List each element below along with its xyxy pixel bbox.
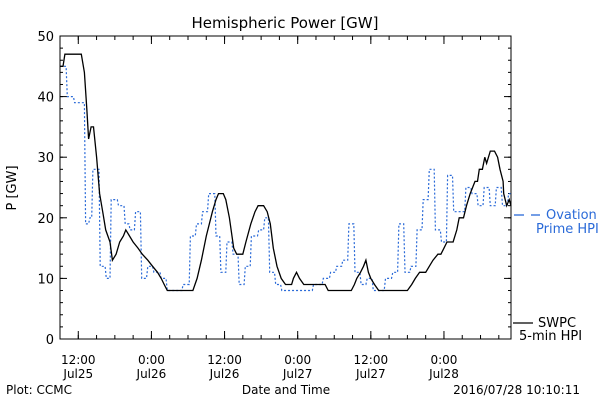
chart-title: Hemispheric Power [GW] [192, 14, 379, 32]
x-tick-label-date: Jul25 [62, 367, 93, 381]
x-tick-label-date: Jul26 [209, 367, 240, 381]
plot-area [59, 35, 512, 340]
x-tick-label-time: 12:00 [207, 353, 242, 367]
x-tick-label-date: Jul27 [355, 367, 386, 381]
y-tick-label: 10 [37, 272, 54, 287]
x-tick-label-time: 12:00 [354, 353, 389, 367]
swpc-5-min-hpi-line [60, 53, 512, 292]
x-axis-label: Date and Time [242, 383, 330, 397]
ovation-legend-label: Ovation [546, 208, 597, 223]
swpc-legend-label-2: 5-min HPI [519, 329, 582, 344]
x-tick-label-time: 0:00 [284, 353, 311, 367]
x-tick-label-date: Jul26 [136, 367, 167, 381]
y-tick-label: 40 [37, 91, 54, 106]
ovation-prime-hpi-line [60, 65, 511, 292]
series-layer [60, 53, 512, 292]
y-axis-label: P [GW] [5, 165, 20, 210]
x-tick-label-time: 0:00 [138, 353, 165, 367]
y-tick-label: 0 [46, 333, 54, 348]
y-tick-label: 30 [37, 151, 54, 166]
plot-credit: Plot: CCMC [6, 383, 72, 397]
x-tick-label-date: Jul28 [428, 367, 459, 381]
swpc-legend-label: SWPC [538, 316, 576, 331]
x-tick-label-time: 0:00 [430, 353, 457, 367]
plot-timestamp: 2016/07/28 10:10:11 [453, 383, 580, 397]
y-axis: 0 10 20 30 40 50 [37, 30, 511, 348]
x-tick-label-time: 12:00 [61, 353, 96, 367]
y-tick-label: 20 [37, 212, 54, 227]
y-tick-label: 50 [37, 30, 54, 45]
ovation-legend-label-2: Prime HPI [536, 222, 599, 237]
x-axis: 12:00Jul250:00Jul2612:00Jul260:00Jul2712… [61, 36, 500, 381]
x-tick-label-date: Jul27 [282, 367, 313, 381]
